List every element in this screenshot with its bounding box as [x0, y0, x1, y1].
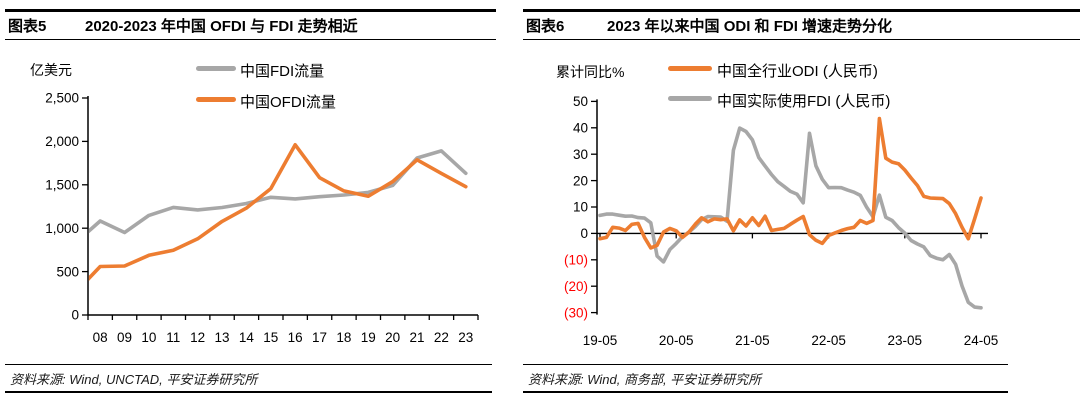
fig5-x-tick-label: 11: [166, 330, 180, 345]
fig5-x-tick-label: 08: [93, 330, 108, 345]
fig6-legend-marker-odi: [668, 66, 712, 71]
fig5-legend-marker-ofdi: [196, 97, 236, 102]
fig5-title: 2020-2023 年中国 OFDI 与 FDI 走势相近: [85, 18, 358, 35]
fig6-source-top-rule: [523, 363, 1008, 365]
fig5-legend-label-fdi: 中国FDI流量: [240, 63, 325, 80]
fig6-y-tick-label: (30): [564, 305, 588, 320]
fig5-x-tick-label: 20: [385, 330, 400, 345]
fig5-y-unit-label: 亿美元: [30, 62, 72, 78]
fig6-title: 2023 年以来中国 ODI 和 FDI 增速走势分化: [607, 18, 893, 35]
fig5-y-tick-label: 2,000: [45, 134, 79, 149]
fig6-legend-label-odi: 中国全行业ODI (人民币): [717, 63, 878, 80]
fig5-y-tick-label: 500: [56, 264, 79, 279]
fig5-series-line: [88, 149, 468, 235]
fig6-x-tick-label: 21-05: [735, 333, 770, 348]
fig5-top-rule: [5, 9, 496, 12]
fig6-title-rule: [523, 38, 1080, 40]
fig5-legend-label-ofdi: 中国OFDI流量: [240, 94, 336, 111]
fig5-y-tick-label: 1,500: [45, 178, 79, 193]
fig6-y-tick-label: 40: [573, 121, 588, 136]
fig5-x-tick-label: 10: [141, 330, 156, 345]
fig5-x-tick-label: 14: [239, 330, 255, 345]
fig6-y-tick-label: (20): [564, 279, 588, 294]
fig6-label: 图表6: [526, 18, 565, 35]
fig6-bottom-rule: [523, 390, 1008, 393]
fig6-x-tick-label: 22-05: [811, 333, 846, 348]
fig6-x-tick-label: 19-05: [583, 333, 618, 348]
fig5-y-tick-label: 1,000: [45, 221, 79, 236]
fig5-series-line: [88, 143, 468, 282]
fig5-source: 资料来源: Wind, UNCTAD, 平安证券研究所: [10, 372, 258, 387]
fig5-x-tick-label: 21: [410, 330, 425, 345]
fig5-title-rule: [5, 38, 496, 40]
fig6-y-tick-label: (10): [564, 253, 588, 268]
fig6-x-tick-label: 20-05: [659, 333, 694, 348]
fig5-x-tick-label: 22: [434, 330, 449, 345]
fig5-source-top-rule: [5, 363, 492, 365]
fig5-x-tick-label: 17: [312, 330, 327, 345]
fig6-top-rule: [523, 9, 1080, 12]
fig5-x-tick-label: 12: [190, 330, 205, 345]
fig5-y-tick-label: 2,500: [45, 91, 79, 106]
fig5-label: 图表5: [8, 18, 47, 35]
fig6-x-tick-label: 24-05: [964, 333, 999, 348]
fig6-series-line: [598, 116, 983, 250]
fig5-x-tick-label: 19: [361, 330, 376, 345]
fig5-x-tick-label: 16: [288, 330, 303, 345]
fig5-x-tick-label: 09: [117, 330, 132, 345]
fig5-plot-area: 0 500 1,000 1,500 2,000 2,500 08 09 10 11 12 13 14 15…: [45, 91, 479, 345]
fig5-x-tick-label: 13: [215, 330, 230, 345]
fig6-legend-marker-fdi: [668, 96, 712, 101]
fig6-y-tick-label: 50: [573, 94, 588, 109]
fig6-series-line: [598, 126, 983, 310]
fig6-plot-area: 50 40 30 20 10 0 (10) (20) (30) 19-05 20-05 21-05 22…: [564, 94, 998, 348]
fig6-source: 资料来源: Wind, 商务部, 平安证券研究所: [528, 372, 762, 387]
fig6-y-tick-label: 0: [580, 226, 588, 241]
fig6-y-tick-label: 20: [573, 173, 588, 188]
fig6-y-tick-label: 30: [573, 147, 588, 162]
fig6-legend-label-fdi: 中国实际使用FDI (人民币): [717, 93, 891, 110]
fig5-x-tick-label: 23: [458, 330, 473, 345]
fig5-legend-marker-fdi: [196, 66, 236, 71]
fig6-y-unit-label: 累计同比%: [556, 64, 625, 80]
fig5-y-tick-label: 0: [71, 308, 79, 323]
fig6-y-tick-label: 10: [573, 200, 588, 215]
fig6-x-tick-label: 23-05: [888, 333, 923, 348]
fig5-x-tick-label: 18: [336, 330, 351, 345]
fig5-bottom-rule: [5, 390, 492, 393]
fig5-x-tick-label: 15: [263, 330, 278, 345]
